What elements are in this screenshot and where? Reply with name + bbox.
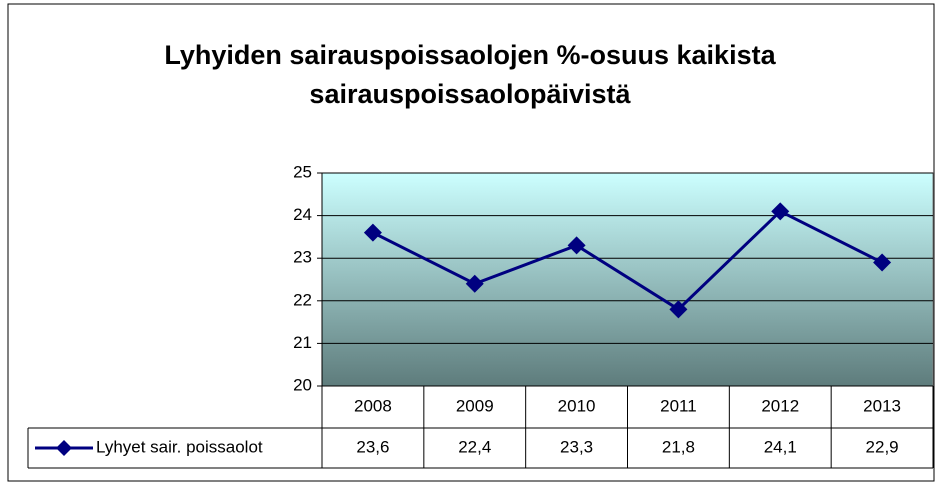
data-point [465, 274, 484, 293]
y-tick-label: 21 [293, 333, 312, 352]
legend-marker [56, 440, 72, 456]
chart-title: Lyhyiden sairauspoissaolojen %-osuus kai… [164, 40, 776, 109]
y-tick-label: 23 [293, 248, 312, 267]
table-value: 22,9 [866, 437, 899, 456]
x-tick-label: 2013 [863, 396, 901, 415]
x-tick-label: 2011 [660, 396, 697, 415]
table-value: 23,3 [560, 437, 593, 456]
x-tick-label: 2010 [558, 396, 596, 415]
table-value: 22,4 [458, 437, 491, 456]
y-tick-label: 22 [293, 290, 312, 309]
table-value: 24,1 [764, 437, 797, 456]
data-point [567, 236, 586, 255]
x-tick-label: 2009 [456, 396, 494, 415]
x-tick-label: 2012 [761, 396, 799, 415]
legend-label: Lyhyet sair. poissaolot [96, 437, 263, 456]
x-tick-label: 2008 [354, 396, 392, 415]
data-point [669, 300, 688, 319]
data-point [771, 202, 790, 221]
y-tick-label: 25 [293, 162, 312, 181]
y-tick-label: 20 [293, 375, 312, 394]
table-value: 21,8 [662, 437, 695, 456]
table-value: 23,6 [356, 437, 389, 456]
plot-area [321, 172, 934, 387]
data-point [363, 223, 382, 242]
series-line [372, 209, 883, 312]
data-point [873, 253, 892, 272]
y-tick-label: 24 [293, 205, 312, 224]
